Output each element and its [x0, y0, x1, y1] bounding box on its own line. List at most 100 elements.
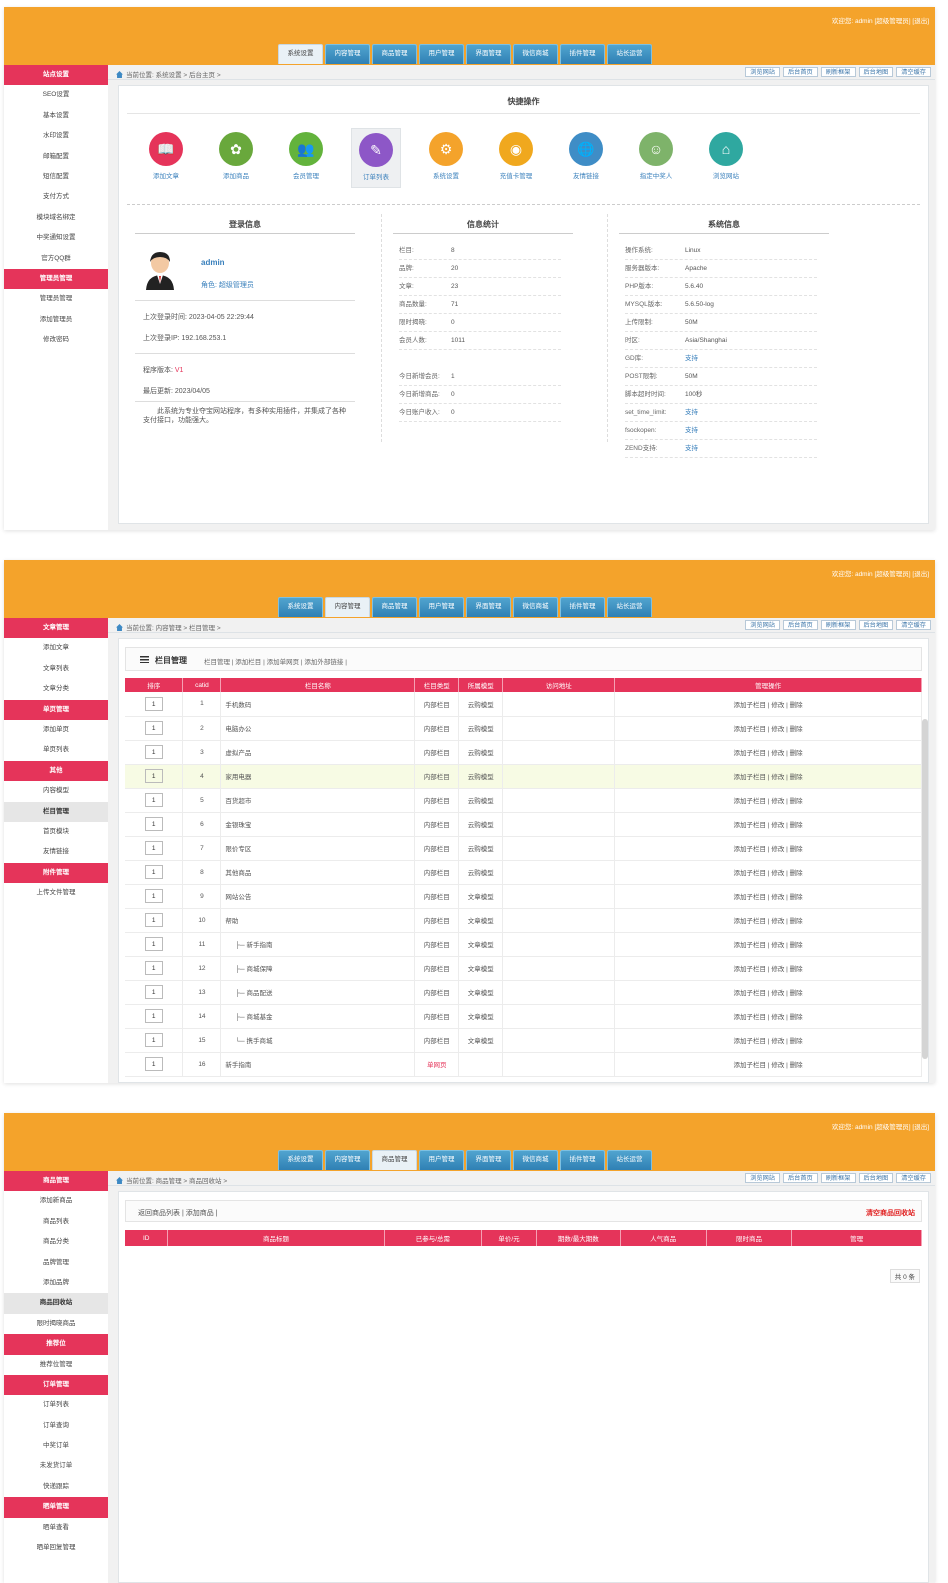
- sidebar-item-share-view[interactable]: 晒单查看: [43, 1523, 69, 1531]
- sidebar-item-share-reply[interactable]: 晒单回复管理: [36, 1544, 76, 1552]
- admin-map-button[interactable]: 后台地图: [858, 67, 894, 77]
- sidebar-item-order-query[interactable]: 订单查询: [43, 1421, 69, 1429]
- row-actions[interactable]: 添加子栏目 | 修改 | 删除: [733, 894, 803, 901]
- tab-operations[interactable]: 站长运营: [607, 597, 652, 617]
- tab-goods[interactable]: 商品管理: [372, 1150, 417, 1170]
- order-input[interactable]: 1: [144, 961, 163, 975]
- sidebar-item-tracking[interactable]: 快递跟踪: [43, 1482, 69, 1490]
- order-input[interactable]: 1: [144, 696, 163, 711]
- sidebar-header-admin[interactable]: 管理员管理: [4, 268, 108, 290]
- order-input[interactable]: 1: [144, 865, 163, 879]
- sidebar-header[interactable]: 站点设置: [4, 65, 108, 86]
- row-actions[interactable]: 添加子栏目 | 修改 | 删除: [733, 774, 803, 781]
- order-input[interactable]: 1: [144, 745, 163, 759]
- refresh-button[interactable]: 刷新框架: [820, 1173, 856, 1183]
- row-actions[interactable]: 添加子栏目 | 修改 | 删除: [733, 942, 803, 949]
- sidebar-header-orders[interactable]: 订单管理: [4, 1374, 108, 1396]
- tab-ui[interactable]: 界面管理: [466, 597, 511, 617]
- order-input[interactable]: 1: [144, 793, 163, 807]
- sidebar-item-category[interactable]: 栏目管理: [4, 801, 108, 822]
- tab-ui[interactable]: 界面管理: [466, 44, 511, 64]
- sidebar-item-notify[interactable]: 中奖通知设置: [36, 234, 76, 242]
- quick-action-2[interactable]: ✿ 添加商品: [211, 128, 261, 188]
- sidebar-item-add-article[interactable]: 添加文章: [43, 644, 69, 652]
- clear-recycle-button[interactable]: 清空商品回收站: [866, 1210, 915, 1217]
- tab-operations[interactable]: 站长运营: [607, 44, 652, 64]
- sidebar-item-home-module[interactable]: 首页模块: [43, 827, 69, 835]
- quick-action-6[interactable]: ◉ 充值卡管理: [491, 128, 541, 188]
- tab-users[interactable]: 用户管理: [419, 1150, 464, 1170]
- tab-operations[interactable]: 站长运营: [607, 1150, 652, 1170]
- tab-ui[interactable]: 界面管理: [466, 1150, 511, 1170]
- clear-cache-button[interactable]: 清空缓存: [896, 620, 931, 630]
- tab-users[interactable]: 用户管理: [419, 44, 464, 64]
- admin-home-button[interactable]: 后台首页: [783, 67, 818, 77]
- sidebar-item-links[interactable]: 友情链接: [43, 848, 69, 856]
- sidebar-item-add-brand[interactable]: 添加品牌: [43, 1278, 69, 1286]
- sidebar-item-model[interactable]: 内容模型: [43, 787, 69, 795]
- home-icon[interactable]: [116, 71, 123, 78]
- admin-home-button[interactable]: 后台首页: [783, 620, 818, 630]
- row-actions[interactable]: 添加子栏目 | 修改 | 删除: [733, 918, 803, 925]
- recycle-links[interactable]: 返回商品列表 | 添加商品 |: [138, 1210, 218, 1217]
- sidebar-header-share[interactable]: 晒单管理: [4, 1497, 108, 1518]
- sidebar-item-unshipped[interactable]: 未发货订单: [39, 1462, 73, 1470]
- sidebar-item-password[interactable]: 修改密码: [43, 336, 69, 344]
- home-icon[interactable]: [116, 624, 123, 631]
- sidebar-item-seo[interactable]: SEO设置: [42, 91, 70, 99]
- row-actions[interactable]: 添加子栏目 | 修改 | 删除: [733, 798, 803, 805]
- row-actions[interactable]: 添加子栏目 | 修改 | 删除: [733, 1014, 803, 1021]
- order-input[interactable]: 1: [144, 841, 163, 855]
- sidebar-header-attachment[interactable]: 附件管理: [4, 862, 108, 884]
- browse-site-button[interactable]: 浏览网站: [745, 1173, 780, 1183]
- tab-plugins[interactable]: 插件管理: [560, 1150, 605, 1170]
- sidebar-header-page[interactable]: 单页管理: [4, 699, 108, 720]
- row-actions[interactable]: 添加子栏目 | 修改 | 删除: [733, 870, 803, 877]
- tab-users[interactable]: 用户管理: [419, 597, 464, 617]
- tab-content[interactable]: 内容管理: [325, 1150, 370, 1170]
- tab-system[interactable]: 系统设置: [278, 1150, 323, 1170]
- tab-wechat[interactable]: 微信商城: [513, 1150, 558, 1170]
- browse-site-button[interactable]: 浏览网站: [745, 67, 780, 77]
- quick-action-4[interactable]: ✎ 订单列表: [351, 128, 401, 188]
- sidebar-item-add-goods[interactable]: 添加新商品: [39, 1197, 73, 1205]
- sidebar-item-add-page[interactable]: 添加单页: [43, 725, 69, 733]
- sidebar-item-order-list[interactable]: 订单列表: [43, 1401, 69, 1409]
- tab-content[interactable]: 内容管理: [325, 597, 370, 617]
- sidebar-item-article-category[interactable]: 文章分类: [43, 685, 69, 693]
- sidebar-item-page-list[interactable]: 单页列表: [43, 746, 69, 754]
- tab-goods[interactable]: 商品管理: [372, 597, 417, 617]
- order-input[interactable]: 1: [144, 769, 163, 783]
- sidebar-header-article[interactable]: 文章管理: [4, 618, 108, 639]
- sidebar-item-domain[interactable]: 模块域名绑定: [36, 213, 76, 221]
- sidebar-item-payment[interactable]: 支付方式: [43, 193, 69, 201]
- order-input[interactable]: 1: [144, 1033, 163, 1047]
- row-actions[interactable]: 添加子栏目 | 修改 | 删除: [733, 846, 803, 853]
- quick-action-3[interactable]: 👥 会员管理: [281, 128, 331, 188]
- refresh-button[interactable]: 刷新框架: [820, 67, 856, 77]
- welcome-text[interactable]: 欢迎您: admin [超级管理员] [退出]: [831, 1124, 929, 1131]
- sidebar-item-admin-add[interactable]: 添加管理员: [39, 315, 73, 323]
- tab-system[interactable]: 系统设置: [278, 44, 323, 64]
- order-input[interactable]: 1: [144, 889, 163, 903]
- sidebar-item-recommend[interactable]: 推荐位管理: [39, 1360, 73, 1368]
- admin-map-button[interactable]: 后台地图: [858, 1173, 894, 1183]
- tab-goods[interactable]: 商品管理: [372, 44, 417, 64]
- clear-cache-button[interactable]: 清空缓存: [896, 1173, 931, 1183]
- order-input[interactable]: 1: [144, 985, 163, 999]
- tab-wechat[interactable]: 微信商城: [513, 597, 558, 617]
- scrollbar[interactable]: [922, 719, 928, 1059]
- sidebar-item-limited[interactable]: 限时揭晓商品: [36, 1319, 76, 1327]
- row-actions[interactable]: 添加子栏目 | 修改 | 删除: [733, 1038, 803, 1045]
- order-input[interactable]: 1: [144, 937, 163, 951]
- sidebar-item-winning-orders[interactable]: 中奖订单: [43, 1442, 69, 1450]
- row-actions[interactable]: 添加子栏目 | 修改 | 删除: [733, 701, 803, 709]
- order-input[interactable]: 1: [144, 817, 163, 831]
- sidebar-header-recommend[interactable]: 推荐位: [4, 1334, 108, 1355]
- quick-action-7[interactable]: 🌐 友情链接: [561, 128, 611, 188]
- welcome-text[interactable]: 欢迎您: admin [超级管理员] [退出]: [831, 571, 929, 578]
- row-actions[interactable]: 添加子栏目 | 修改 | 删除: [733, 822, 803, 829]
- sidebar-header-other[interactable]: 其他: [4, 760, 108, 782]
- sidebar-item-upload[interactable]: 上传文件管理: [36, 889, 76, 897]
- order-input[interactable]: 1: [144, 1057, 163, 1071]
